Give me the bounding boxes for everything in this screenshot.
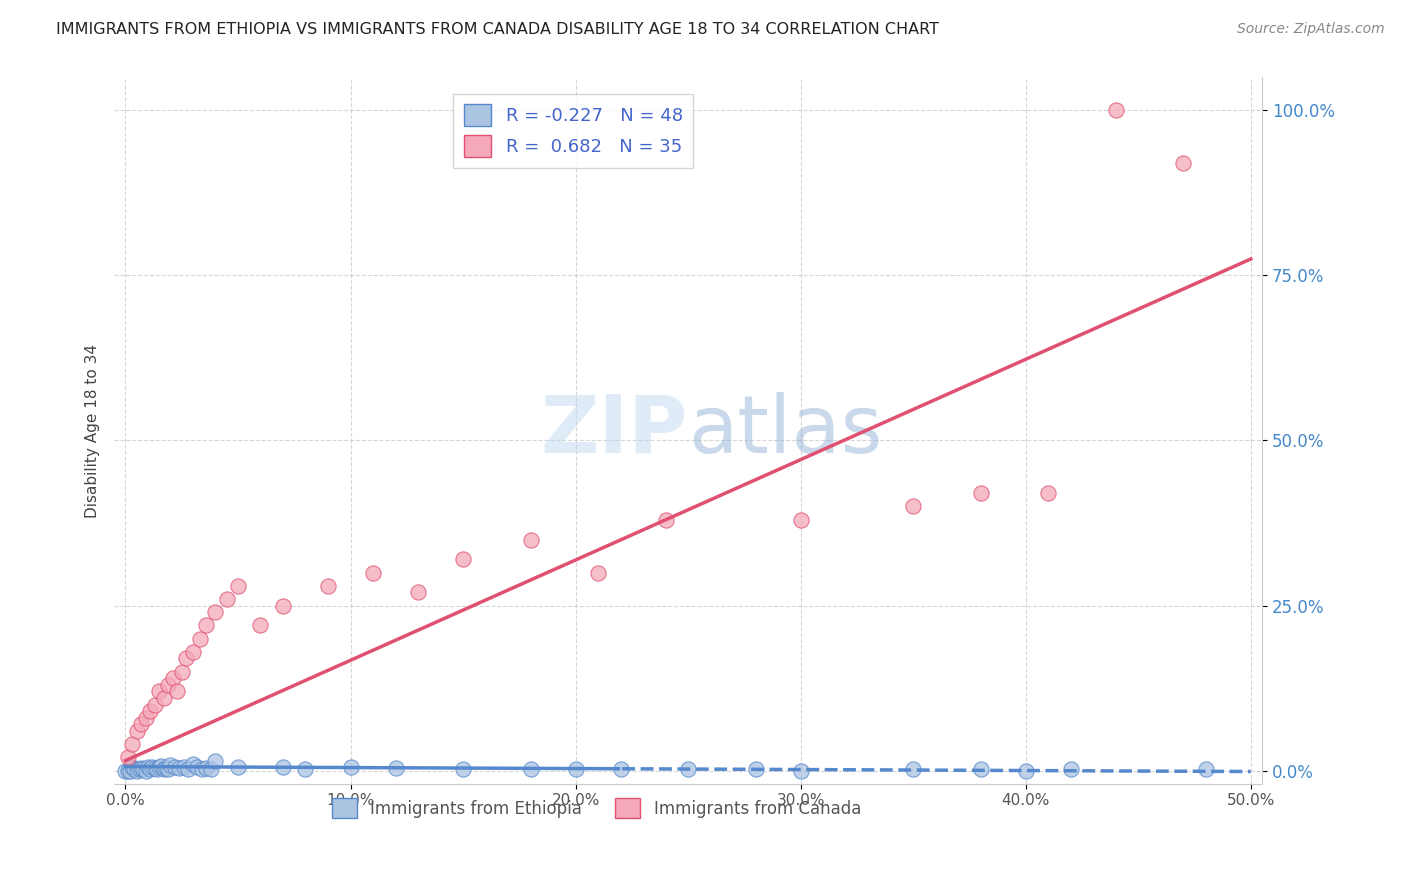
Point: [901, 762, 924, 776]
Point: [129, 761, 152, 775]
Point: [1015, 764, 1038, 778]
Point: [159, 758, 181, 772]
Legend: Immigrants from Ethiopia, Immigrants from Canada: Immigrants from Ethiopia, Immigrants fro…: [325, 791, 868, 825]
Point: [339, 760, 361, 774]
Point: [143, 698, 166, 712]
Point: [271, 760, 294, 774]
Point: [170, 665, 193, 679]
Point: [157, 762, 180, 776]
Point: [406, 585, 429, 599]
Point: [654, 513, 676, 527]
Point: [150, 759, 173, 773]
Point: [1195, 762, 1218, 776]
Point: [177, 762, 200, 776]
Point: [1060, 762, 1083, 776]
Point: [148, 684, 170, 698]
Point: [271, 599, 294, 613]
Point: [970, 762, 993, 776]
Text: IMMIGRANTS FROM ETHIOPIA VS IMMIGRANTS FROM CANADA DISABILITY AGE 18 TO 34 CORRE: IMMIGRANTS FROM ETHIOPIA VS IMMIGRANTS F…: [56, 22, 939, 37]
Point: [609, 762, 631, 776]
Point: [188, 632, 211, 646]
Point: [117, 750, 139, 764]
Point: [200, 762, 222, 776]
Point: [186, 760, 208, 774]
Text: ZIP: ZIP: [541, 392, 688, 469]
Point: [181, 645, 204, 659]
Point: [152, 690, 174, 705]
Point: [121, 737, 143, 751]
Point: [135, 764, 157, 778]
Y-axis label: Disability Age 18 to 34: Disability Age 18 to 34: [86, 343, 100, 517]
Point: [1105, 103, 1128, 118]
Point: [901, 500, 924, 514]
Point: [586, 566, 609, 580]
Point: [166, 684, 188, 698]
Point: [114, 764, 136, 778]
Point: [155, 761, 177, 775]
Point: [121, 760, 143, 774]
Point: [117, 764, 139, 778]
Point: [163, 759, 186, 773]
Point: [384, 761, 406, 775]
Point: [294, 762, 316, 776]
Point: [128, 762, 150, 776]
Point: [519, 533, 541, 547]
Point: [226, 579, 249, 593]
Point: [789, 513, 811, 527]
Point: [146, 762, 169, 776]
Point: [129, 717, 152, 731]
Point: [139, 762, 162, 776]
Point: [1038, 486, 1060, 500]
Point: [135, 711, 157, 725]
Point: [195, 618, 218, 632]
Point: [124, 762, 146, 776]
Point: [564, 762, 586, 776]
Point: [226, 760, 249, 774]
Point: [744, 762, 766, 776]
Point: [249, 618, 271, 632]
Point: [451, 552, 474, 566]
Point: [143, 761, 166, 775]
Point: [157, 678, 180, 692]
Point: [125, 723, 148, 738]
Point: [519, 762, 541, 776]
Text: atlas: atlas: [688, 392, 883, 469]
Point: [136, 760, 159, 774]
Point: [191, 762, 214, 776]
Point: [204, 605, 226, 619]
Text: Source: ZipAtlas.com: Source: ZipAtlas.com: [1237, 22, 1385, 37]
Point: [789, 764, 811, 778]
Point: [169, 761, 191, 775]
Point: [451, 762, 474, 776]
Point: [132, 762, 155, 776]
Point: [215, 591, 238, 606]
Point: [361, 566, 384, 580]
Point: [195, 761, 218, 775]
Point: [174, 651, 197, 665]
Point: [1173, 156, 1195, 170]
Point: [181, 756, 204, 771]
Point: [173, 760, 195, 774]
Point: [118, 764, 141, 778]
Point: [152, 762, 174, 776]
Point: [148, 760, 170, 774]
Point: [125, 764, 148, 778]
Point: [970, 486, 993, 500]
Point: [316, 579, 339, 593]
Point: [676, 762, 699, 776]
Point: [139, 704, 162, 718]
Point: [141, 759, 163, 773]
Point: [204, 754, 226, 768]
Point: [162, 671, 184, 685]
